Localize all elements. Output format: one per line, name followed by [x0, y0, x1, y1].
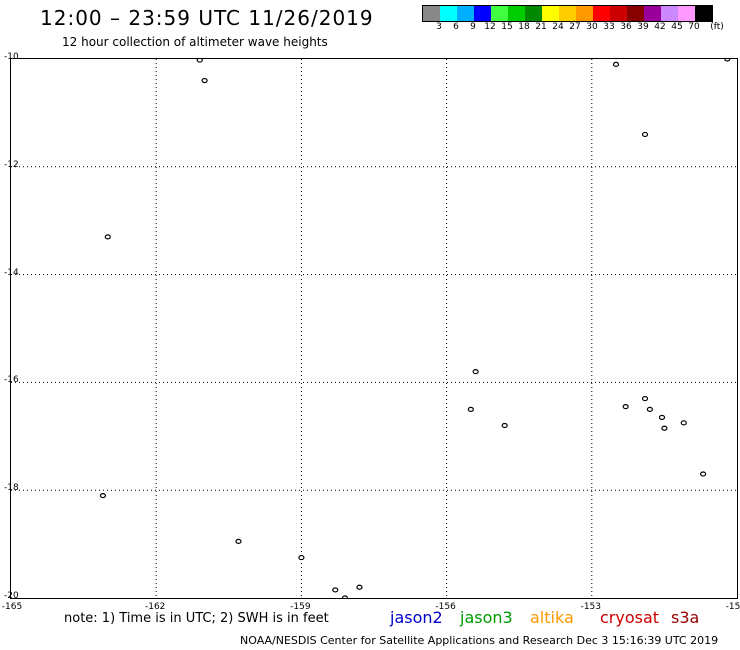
island-outline — [99, 492, 107, 499]
legend-swatch — [576, 6, 593, 21]
island-outline — [501, 422, 508, 429]
legend-label: 30 — [586, 22, 598, 32]
latitude-label: -20 — [4, 591, 19, 601]
island-outline — [201, 77, 208, 84]
map-title: 12:00 – 23:59 UTC 11/26/2019 — [40, 6, 374, 30]
island-outline — [332, 587, 339, 593]
island-outline — [661, 425, 668, 431]
island-outline — [641, 131, 649, 138]
legend-label: 24 — [552, 22, 564, 32]
legend-swatch — [457, 6, 474, 21]
legend-label: 9 — [470, 22, 476, 32]
island-outline — [341, 595, 349, 598]
legend-label: 12 — [484, 22, 496, 32]
latitude-label: -12 — [4, 159, 19, 170]
island-outline — [658, 414, 666, 421]
legend-swatch — [440, 6, 457, 21]
color-legend-labels: 3 6 9 12 15 18 21 24 27 30 33 36 39 42 45 70 (ft) — [422, 22, 740, 34]
latitude-label: -16 — [4, 375, 19, 386]
longitude-label: -165 — [1, 602, 23, 612]
legend-swatch — [610, 6, 627, 21]
island-outline — [467, 406, 474, 412]
island-outline — [724, 59, 731, 62]
legend-swatch — [644, 6, 661, 21]
satellite-s3a: s3a — [671, 608, 700, 627]
map-subtitle: 12 hour collection of altimeter wave hei… — [62, 35, 328, 49]
latitude-label: -10 — [4, 52, 19, 62]
island-outline — [641, 395, 649, 402]
satellite-altika: altika — [530, 608, 574, 627]
island-outline — [612, 61, 620, 67]
island-outline — [646, 406, 653, 412]
legend-label: 18 — [518, 22, 530, 32]
legend-swatch — [695, 6, 712, 21]
map-frame — [10, 58, 738, 599]
longitude-label: -159 — [290, 602, 311, 612]
island-outline — [104, 234, 111, 240]
legend-swatch — [661, 6, 678, 21]
island-outline — [680, 420, 687, 426]
island-outline — [700, 471, 707, 477]
legend-label: 39 — [637, 22, 649, 32]
legend-swatch — [423, 6, 440, 21]
legend-swatch — [508, 6, 525, 21]
legend-label: (ft) — [710, 22, 724, 32]
legend-label: 15 — [501, 22, 513, 32]
legend-swatch — [474, 6, 491, 21]
footnote: note: 1) Time is in UTC; 2) SWH is in fe… — [64, 611, 329, 626]
legend-label: 6 — [453, 22, 459, 32]
island-outline — [235, 538, 242, 545]
legend-swatch — [525, 6, 542, 21]
latitude-label: -18 — [4, 483, 19, 494]
legend-swatch — [559, 6, 576, 21]
island-outline — [298, 554, 305, 561]
legend-label: 33 — [603, 22, 615, 32]
color-legend — [422, 5, 713, 22]
longitude-label: -162 — [144, 602, 166, 612]
satellite-jason3: jason3 — [460, 608, 513, 627]
island-outline — [622, 404, 629, 410]
satellite-cryosat: cryosat — [600, 608, 660, 627]
island-outline — [196, 59, 203, 63]
legend-swatch — [542, 6, 559, 21]
map-canvas — [11, 59, 737, 598]
legend-label: 36 — [620, 22, 632, 32]
legend-label: 45 — [671, 22, 683, 32]
credit-line: NOAA/NESDIS Center for Satellite Applica… — [240, 634, 719, 647]
legend-label: 21 — [535, 22, 547, 32]
legend-label: 70 — [688, 22, 700, 32]
legend-swatch — [491, 6, 508, 21]
satellite-jason2: jason2 — [390, 608, 443, 627]
legend-swatch — [678, 6, 695, 21]
legend-label: 3 — [436, 22, 442, 32]
island-outline — [472, 369, 479, 375]
legend-swatch — [593, 6, 610, 21]
legend-label: 42 — [654, 22, 666, 32]
longitude-label: -153 — [580, 602, 602, 612]
legend-label: 27 — [569, 22, 581, 32]
latitude-label: -14 — [4, 267, 19, 278]
longitude-label: -15 — [725, 602, 740, 612]
island-outline — [356, 584, 363, 590]
legend-swatch — [627, 6, 644, 21]
longitude-label: -156 — [435, 602, 456, 612]
